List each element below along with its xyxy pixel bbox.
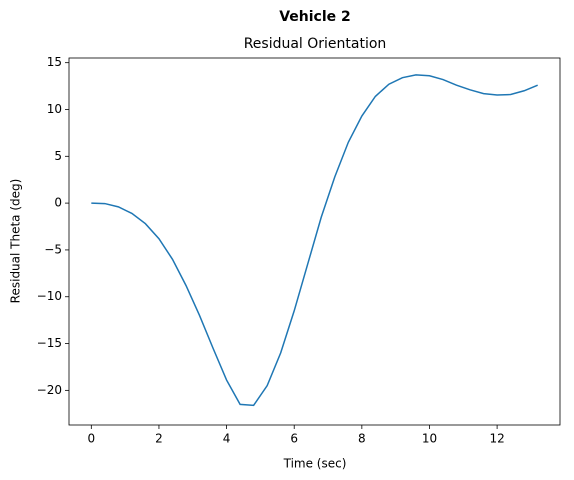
x-tick-label: 0 (87, 432, 95, 446)
y-tick-label: −10 (37, 289, 62, 303)
y-tick-label: 15 (47, 55, 62, 69)
x-tick-label: 8 (358, 432, 366, 446)
x-tick-label: 6 (290, 432, 298, 446)
y-tick-label: 0 (54, 196, 62, 210)
data-line (91, 74, 538, 407)
y-tick-label: 10 (47, 102, 62, 116)
y-axis-label: Residual Theta (deg) (9, 179, 23, 304)
y-tick-label: −20 (37, 383, 62, 397)
x-tick-label: 10 (422, 432, 437, 446)
x-tick-label: 2 (155, 432, 163, 446)
chart-title: Residual Orientation (244, 36, 387, 52)
plot-frame (68, 57, 561, 426)
y-tick-label: 5 (54, 149, 62, 163)
y-tick-label: −15 (37, 336, 62, 350)
x-tick-label: 12 (489, 432, 504, 446)
x-tick-label: 4 (223, 432, 231, 446)
y-tick-label: −5 (44, 242, 62, 256)
suptitle: Vehicle 2 (279, 9, 351, 25)
x-axis-label: Time (sec) (283, 457, 347, 471)
